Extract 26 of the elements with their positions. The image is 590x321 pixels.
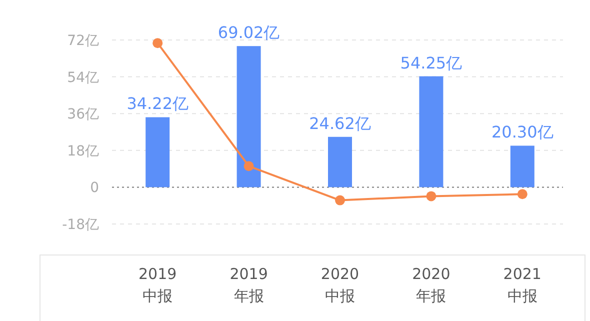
- bar: [419, 76, 444, 188]
- bar: [236, 46, 261, 188]
- data-label: 20.30亿: [491, 122, 554, 142]
- y-tick-label: -18亿: [62, 217, 99, 233]
- y-tick-label: 36亿: [67, 106, 99, 123]
- data-label: 69.02亿: [218, 23, 280, 42]
- point: [152, 38, 163, 48]
- y-tick-label: 18亿: [67, 143, 99, 160]
- bar: [328, 136, 352, 188]
- x-tick-label: 2020 年报: [412, 265, 450, 305]
- y-tick-label: 72亿: [67, 33, 99, 49]
- bar: [146, 117, 170, 188]
- data-label: 34.22亿: [126, 94, 189, 114]
- bar: [510, 146, 534, 188]
- x-tick-label: 2021 中报: [503, 265, 542, 305]
- x-tick-label: 2019 年报: [230, 265, 268, 305]
- point: [335, 195, 345, 206]
- data-label: 54.25亿: [400, 53, 462, 72]
- x-tick-label: 2019 中报: [138, 265, 177, 305]
- y-tick-label: 0: [90, 180, 99, 196]
- data-label: 24.62亿: [309, 114, 371, 133]
- point: [244, 161, 254, 172]
- point: [517, 189, 528, 200]
- y-tick-label: 54亿: [67, 70, 99, 86]
- point: [426, 191, 436, 202]
- x-tick-label: 2020 中报: [320, 265, 360, 305]
